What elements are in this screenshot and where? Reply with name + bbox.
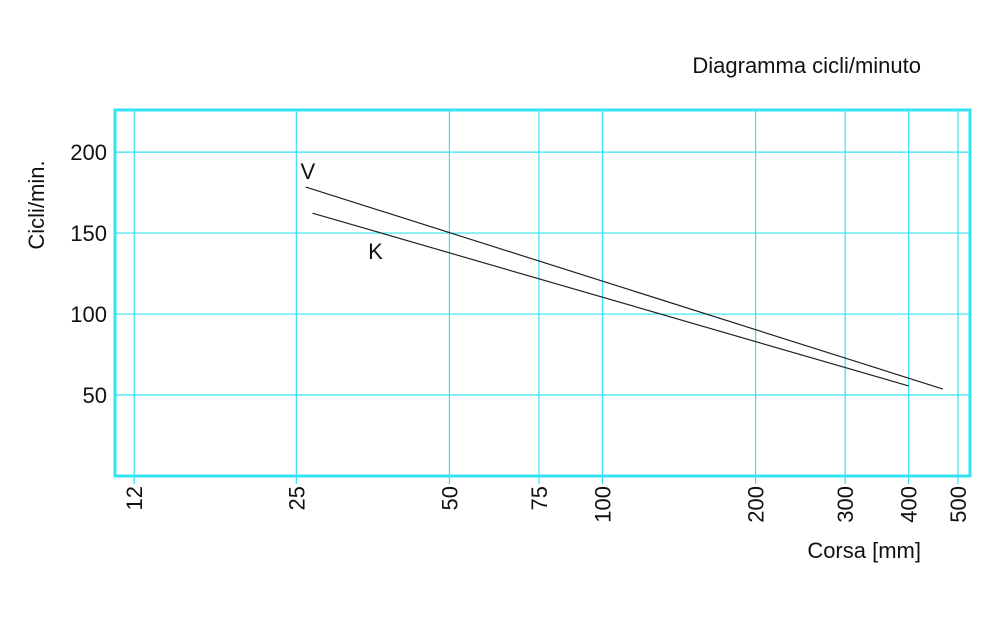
x-tick-label: 75 (527, 486, 552, 510)
plot-frame (113, 108, 972, 478)
series-label: K (368, 239, 383, 264)
x-tick-label: 200 (744, 486, 769, 523)
y-tick-label: 50 (83, 383, 107, 408)
line-series (312, 212, 909, 387)
x-tick-label: 50 (437, 486, 462, 510)
x-tick-label: 300 (833, 486, 858, 523)
series-label: V (300, 159, 315, 184)
x-axis-label: Corsa [mm] (807, 538, 921, 563)
y-tick-label: 150 (70, 221, 107, 246)
x-tick-label: 12 (122, 486, 147, 510)
x-tick-label: 25 (284, 486, 309, 510)
y-tick-label: 200 (70, 140, 107, 165)
x-tick-label: 500 (946, 486, 971, 523)
chart-title: Diagramma cicli/minuto (692, 53, 921, 78)
y-axis-label: Cicli/min. (24, 160, 49, 249)
y-tick-label: 100 (70, 302, 107, 327)
x-tick-label: 400 (897, 486, 922, 523)
line-series (305, 186, 944, 390)
x-tick-label: 100 (591, 486, 616, 523)
